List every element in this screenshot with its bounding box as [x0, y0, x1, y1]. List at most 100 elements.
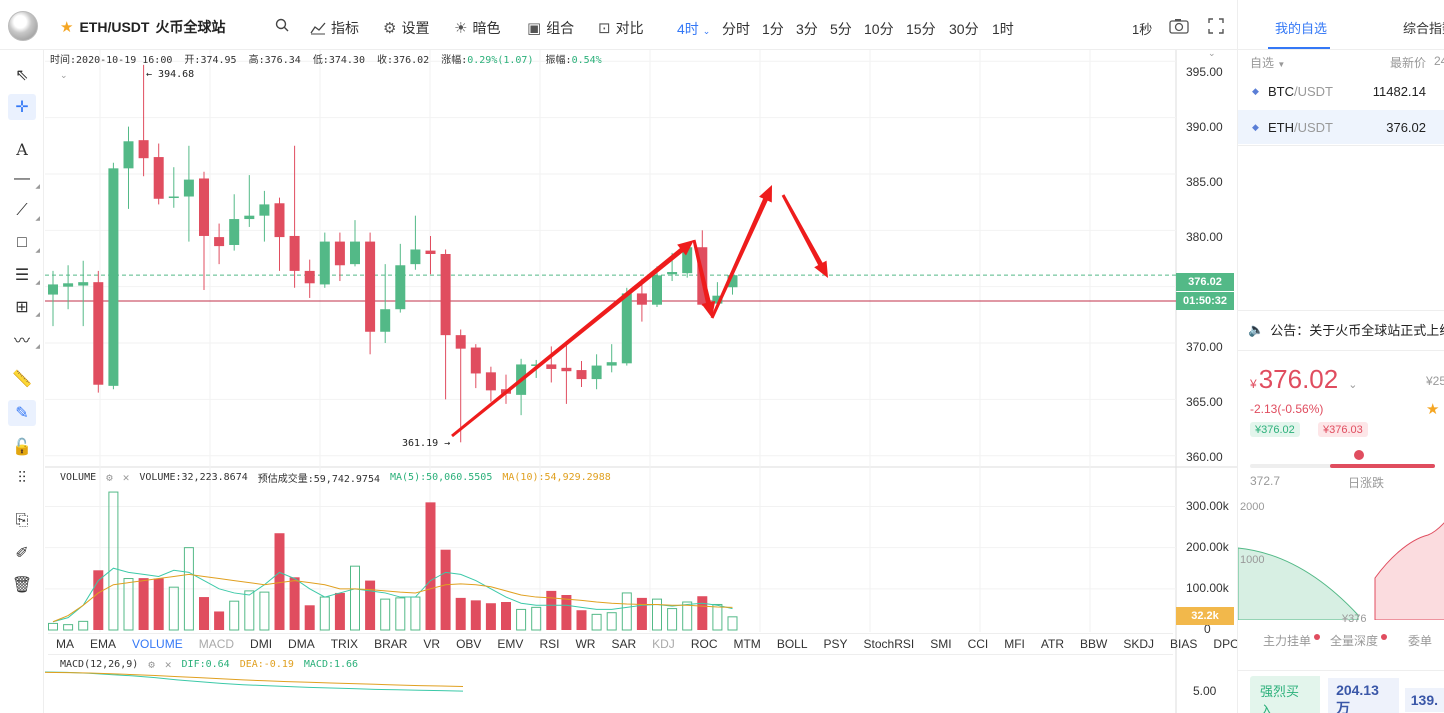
tab-composite-index[interactable]: 综合指数 — [1403, 21, 1444, 36]
watchlist-row-btc[interactable]: ◆ BTC/USDT 11482.14 — [1238, 74, 1444, 108]
indicator-tab-obv[interactable]: OBV — [456, 637, 482, 651]
delete-tool[interactable]: 🗑 — [8, 572, 36, 598]
indicator-tab-brar[interactable]: BRAR — [374, 637, 408, 651]
trendline-tool[interactable]: ⟋ ◢ — [8, 198, 40, 224]
refresh-interval[interactable]: 1秒 — [1132, 22, 1153, 37]
timeframe-15m[interactable]: 15分 — [906, 21, 936, 37]
indicator-tab-rsi[interactable]: RSI — [539, 637, 560, 651]
indicator-tab-wr[interactable]: WR — [575, 637, 596, 651]
horizontal-line-tool[interactable]: — ◢ — [8, 166, 40, 192]
favorite-star-icon[interactable]: ★ — [1426, 401, 1440, 418]
gear-icon[interactable]: ⚙ — [148, 658, 155, 671]
range-pin-icon — [1354, 450, 1364, 460]
indicator-tab-psy[interactable]: PSY — [823, 637, 848, 651]
compare-button[interactable]: ⊡ 对比 — [598, 18, 644, 38]
indicator-tab-dpo[interactable]: DPO — [1213, 637, 1240, 651]
text-tool[interactable]: A — [8, 136, 36, 162]
bookmark-tool[interactable]: ⎘ — [8, 508, 36, 534]
exchange-name: 火币全球站 — [155, 19, 226, 35]
indicator-tab-volume[interactable]: VOLUME — [132, 637, 183, 651]
timeframe-5m[interactable]: 5分 — [830, 21, 852, 37]
close-icon[interactable]: ✕ — [164, 658, 172, 671]
chart-canvas[interactable] — [0, 0, 1237, 713]
timeframe-time[interactable]: 分时 — [722, 21, 750, 37]
axis-menu-chevron-icon[interactable]: ⌄ — [1208, 48, 1216, 58]
indicator-tab-vr[interactable]: VR — [423, 637, 441, 651]
daily-range-fill — [1330, 464, 1435, 468]
timeframe-4h[interactable]: 4时 ⌄ — [677, 19, 710, 39]
combo-button[interactable]: ▣ 组合 — [527, 18, 574, 38]
depth-tab-main-label: 主力挂单 — [1263, 634, 1312, 648]
indicator-tab-skdj[interactable]: SKDJ — [1123, 637, 1155, 651]
ruler-tool[interactable]: 📏 — [8, 366, 36, 392]
volume-bar — [334, 592, 345, 630]
indicator-tab-smi[interactable]: SMI — [930, 637, 952, 651]
indicator-tab-ma[interactable]: MA — [56, 637, 74, 651]
fibonacci-tool[interactable]: ☰ ◢ — [8, 262, 40, 288]
favorite-star-icon[interactable]: ★ — [60, 19, 74, 36]
watchlist-quote: /USDT — [1294, 119, 1333, 135]
volume-legend: VOLUME ⚙ ✕ VOLUME:32,223.8674 预估成交量:59,7… — [60, 470, 611, 485]
macd-axis-label: 5.00 — [1193, 684, 1217, 698]
wave-tool[interactable]: 〰 ◢ — [8, 326, 40, 352]
timeframe-1h[interactable]: 1时 — [992, 21, 1014, 37]
magnet-tool[interactable]: ⫶⫶ — [8, 466, 36, 492]
arrow-shape — [451, 240, 694, 438]
volume-bar — [78, 620, 89, 631]
indicator-tab-ema[interactable]: EMA — [90, 637, 117, 651]
search-button[interactable] — [275, 18, 289, 32]
settings-button[interactable]: ⚙ 设置 — [383, 18, 429, 38]
indicator-tab-stochrsi[interactable]: StochRSI — [863, 637, 915, 651]
watchlist-row-eth[interactable]: ◆ ETH/USDT 376.02 — [1238, 110, 1444, 144]
gear-icon[interactable]: ⚙ — [106, 471, 113, 484]
timeframe-1m[interactable]: 1分 — [762, 21, 784, 37]
indicator-tab-dmi[interactable]: DMI — [250, 637, 273, 651]
fullscreen-button[interactable] — [1208, 18, 1224, 34]
indicator-tab-macd[interactable]: MACD — [198, 637, 235, 651]
drawn-arrow-up-1 — [451, 240, 694, 438]
depth-tab-orders[interactable]: 委单 — [1408, 632, 1432, 649]
indicator-tab-atr[interactable]: ATR — [1040, 637, 1065, 651]
badge-dot — [1381, 633, 1388, 640]
high-annotation: ← 394.68 — [146, 69, 195, 80]
lock-tool[interactable]: 🔓 — [8, 434, 36, 460]
indicator-tab-cci[interactable]: CCI — [967, 637, 989, 651]
indicators-button[interactable]: 指标 — [310, 18, 359, 38]
indicator-tab-emv[interactable]: EMV — [497, 637, 524, 651]
macd-legend: MACD(12,26,9) ⚙ ✕ DIF:0.64 DEA:-0.19 MAC… — [60, 658, 358, 671]
indicator-tab-dma[interactable]: DMA — [288, 637, 315, 651]
indicator-tab-boll[interactable]: BOLL — [776, 637, 808, 651]
indicator-tab-kdj[interactable]: KDJ — [652, 637, 675, 651]
chevron-down-icon[interactable]: ⌄ — [1348, 379, 1358, 391]
indicator-tab-bbw[interactable]: BBW — [1080, 637, 1108, 651]
announcement[interactable]: 🔈 公告：关于火币全球站正式上线 — [1248, 320, 1444, 339]
brush-tool[interactable]: ✎ — [8, 400, 36, 426]
indicator-tab-mfi[interactable]: MFI — [1004, 637, 1025, 651]
timeframe-10m[interactable]: 10分 — [864, 21, 894, 37]
crosshair-tool[interactable]: ✛ — [8, 94, 36, 120]
pair-selector[interactable]: ★ ETH/USDT 火币全球站 — [60, 17, 225, 37]
depth-price-label: ¥376 — [1342, 613, 1367, 625]
timeframe-30m[interactable]: 30分 — [949, 21, 979, 37]
indicator-tab-bias[interactable]: BIAS — [1170, 637, 1198, 651]
depth-tab-main[interactable]: 主力挂单 — [1263, 632, 1321, 649]
screenshot-button[interactable] — [1169, 18, 1189, 34]
indicator-tab-trix[interactable]: TRIX — [330, 637, 359, 651]
indicator-tab-mtm[interactable]: MTM — [733, 637, 761, 651]
timeframe-3m[interactable]: 3分 — [796, 21, 818, 37]
indicator-tab-sar[interactable]: SAR — [611, 637, 637, 651]
rectangle-tool[interactable]: □ ◢ — [8, 230, 40, 256]
cursor-tool[interactable]: ⇖ — [8, 62, 36, 88]
depth-tab-full[interactable]: 全量深度 — [1330, 632, 1388, 649]
edit-tool[interactable]: ✐ — [8, 540, 36, 566]
indicator-tab-roc[interactable]: ROC — [690, 637, 718, 651]
dark-mode-button[interactable]: ☀ 暗色 — [454, 18, 500, 38]
volume-bar — [259, 591, 270, 631]
compare-label: 对比 — [615, 20, 644, 36]
collapse-chevron-icon[interactable]: ⌄ — [60, 70, 68, 80]
tab-watchlist[interactable]: 我的自选 — [1275, 21, 1328, 36]
close-icon[interactable]: ✕ — [122, 471, 130, 484]
candle-body — [591, 365, 602, 380]
measure-tool[interactable]: ⊞ ◢ — [8, 294, 40, 320]
watchlist-header[interactable]: 自选 ▼ — [1250, 54, 1285, 71]
